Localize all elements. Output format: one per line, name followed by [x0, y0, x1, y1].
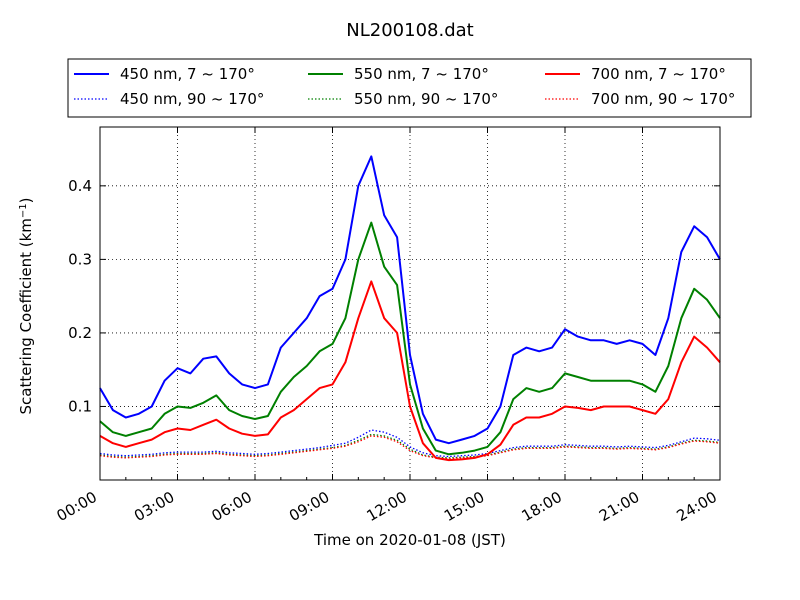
legend-label: 700 nm, 7 ~ 170° — [591, 65, 726, 83]
y-tick-label: 0.1 — [68, 397, 92, 415]
y-tick-label: 0.2 — [68, 324, 92, 342]
series-line — [99, 433, 721, 459]
x-axis-label: Time on 2020-01-08 (JST) — [313, 531, 506, 549]
legend-box — [67, 58, 752, 118]
plot-series — [99, 155, 721, 462]
legend-label: 550 nm, 90 ~ 170° — [354, 90, 498, 108]
series-line — [99, 435, 721, 460]
series-line — [99, 221, 721, 456]
chart-title: NL200108.dat — [346, 20, 473, 41]
y-axis-label-main: Scattering Coefficient (km — [17, 218, 35, 414]
legend: 450 nm, 7 ~ 170° 550 nm, 7 ~ 170° 700 nm, … — [67, 58, 752, 118]
series-line — [99, 155, 721, 445]
y-axis-label: Scattering Coefficient (km−1) — [17, 197, 35, 414]
legend-label: 450 nm, 90 ~ 170° — [120, 90, 264, 108]
y-axis-label-end: ) — [17, 197, 35, 203]
y-axis-label-superscript: −1 — [18, 203, 29, 218]
legend-label: 550 nm, 7 ~ 170° — [354, 65, 489, 83]
legend-label: 450 nm, 7 ~ 170° — [120, 65, 255, 83]
series-line — [99, 280, 721, 462]
y-tick-label: 0.4 — [68, 177, 92, 195]
y-tick-label: 0.3 — [68, 250, 92, 268]
series-line — [99, 429, 721, 458]
legend-label: 700 nm, 90 ~ 170° — [591, 90, 735, 108]
